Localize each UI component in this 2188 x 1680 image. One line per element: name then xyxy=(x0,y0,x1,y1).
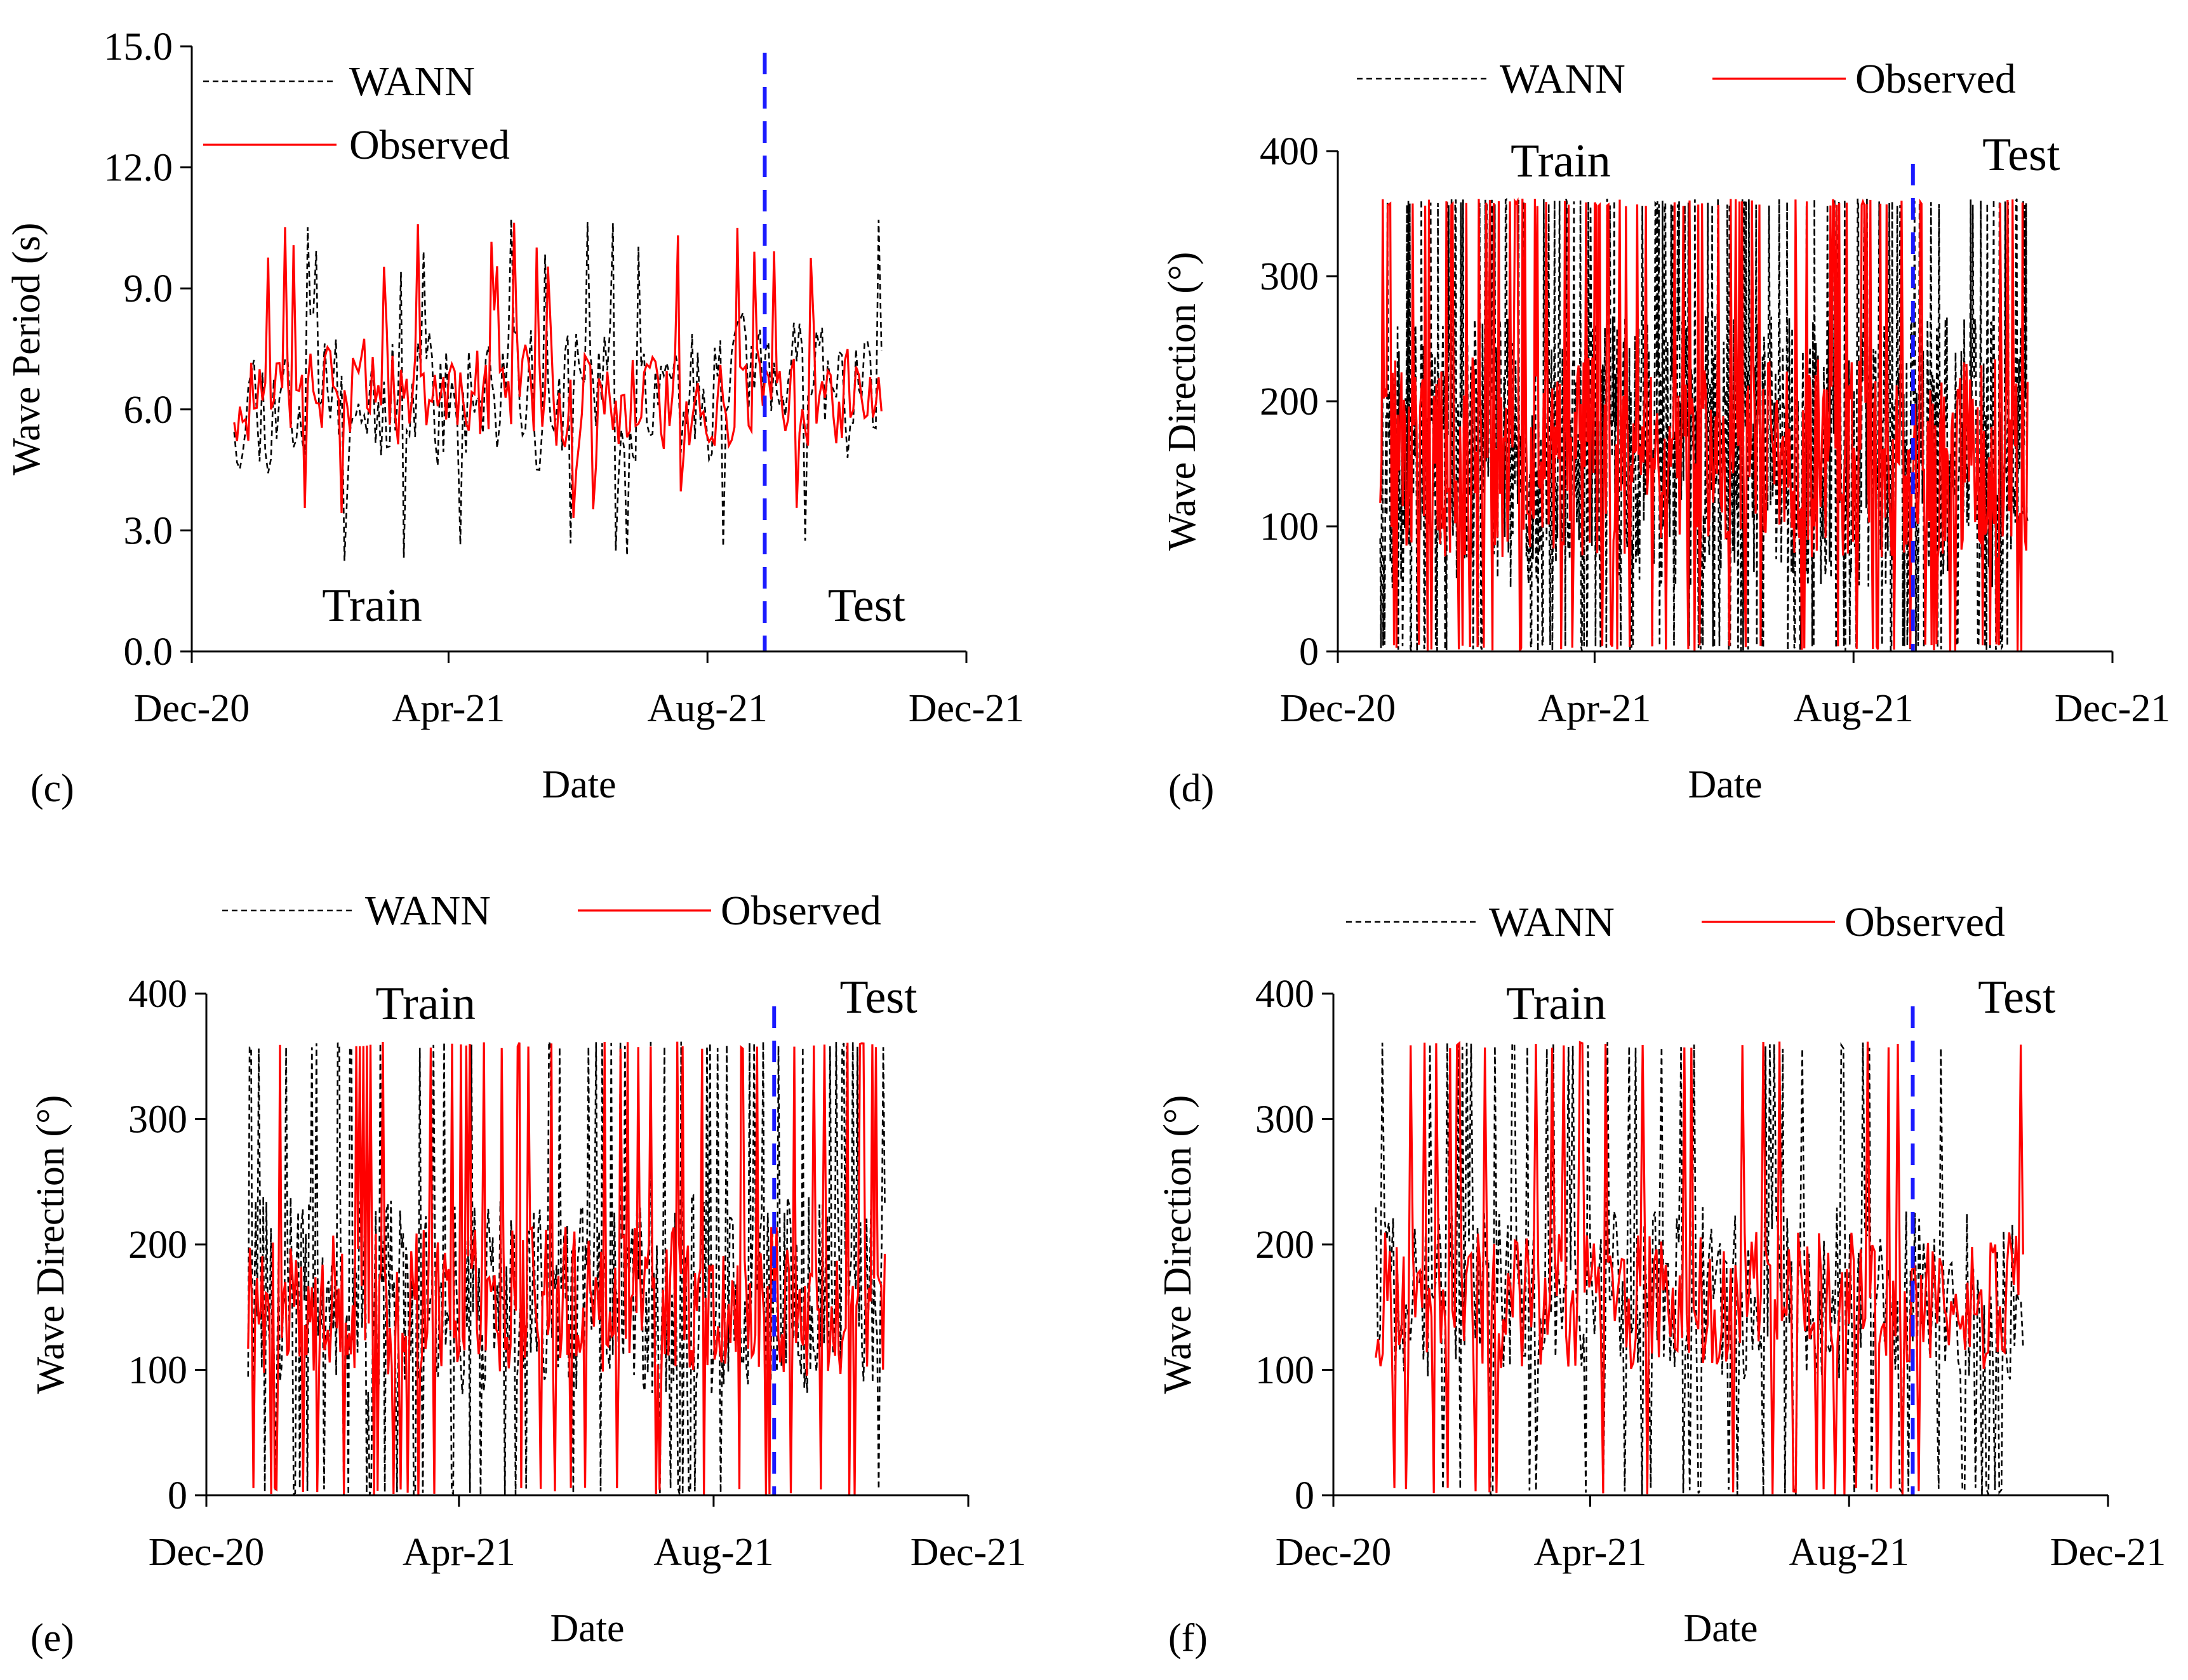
x-tick-label: Dec-21 xyxy=(2055,687,2170,730)
observed-series-line xyxy=(1379,197,2029,652)
x-tick-label: Dec-21 xyxy=(2050,1531,2166,1574)
y-tick-label: 0.0 xyxy=(124,630,173,674)
panel-e: 0 100 200 300 400 Dec-20 Apr-21 Aug-21 Dec-21 Dat… xyxy=(29,888,1026,1660)
x-tick-label: Aug-21 xyxy=(653,1531,773,1574)
y-tick-label: 300 xyxy=(1260,255,1319,298)
y-tick-label: 100 xyxy=(1260,505,1319,549)
y-tick-label: 200 xyxy=(128,1223,187,1267)
panel-c: 0.0 3.0 6.0 9.0 12.0 15.0 Dec-20 Apr-21 Aug-21 De… xyxy=(5,25,1024,810)
y-tick-label: 9.0 xyxy=(124,267,173,310)
y-axis-title: Wave Period (s) xyxy=(5,223,48,476)
y-tick-label: 300 xyxy=(1255,1098,1314,1142)
legend-observed-label: Observed xyxy=(721,888,881,934)
x-axis-title: Date xyxy=(550,1607,624,1650)
y-tick-label: 0 xyxy=(168,1474,187,1517)
train-region-label: Train xyxy=(322,580,422,632)
panel-label: (d) xyxy=(1168,767,1214,810)
y-axis-title: Wave Direction (°) xyxy=(1156,1095,1199,1394)
legend-wann-label: WANN xyxy=(1489,899,1615,945)
panel-label: (e) xyxy=(30,1617,74,1660)
legend-observed-label: Observed xyxy=(1844,899,2005,945)
x-tick-label: Aug-21 xyxy=(1794,687,1914,730)
x-tick-label: Apr-21 xyxy=(403,1531,516,1574)
train-region-label: Train xyxy=(375,978,476,1030)
observed-series-line xyxy=(1375,1041,2024,1495)
y-tick-label: 100 xyxy=(1255,1349,1314,1392)
y-tick-label: 0 xyxy=(1299,630,1319,674)
x-axis-title: Date xyxy=(1688,763,1762,806)
test-region-label: Test xyxy=(828,580,906,632)
legend: WANN Observed xyxy=(1346,899,2005,945)
x-tick-label: Apr-21 xyxy=(392,687,505,730)
x-tick-label: Aug-21 xyxy=(1789,1531,1909,1574)
panel-label: (c) xyxy=(30,767,74,810)
legend-wann-label: WANN xyxy=(349,58,475,105)
y-tick-label: 0 xyxy=(1295,1474,1314,1517)
wann-series-line xyxy=(233,218,883,561)
panel-label: (f) xyxy=(1168,1617,1208,1660)
x-tick-label: Dec-20 xyxy=(134,687,250,730)
legend-observed-label: Observed xyxy=(349,122,510,168)
y-tick-label: 3.0 xyxy=(124,509,173,552)
y-tick-label: 6.0 xyxy=(124,389,173,432)
test-region-label: Test xyxy=(1978,971,2056,1023)
y-tick-label: 300 xyxy=(128,1098,187,1142)
x-tick-label: Dec-20 xyxy=(149,1531,264,1574)
y-tick-label: 400 xyxy=(128,973,187,1016)
y-tick-label: 400 xyxy=(1260,130,1319,173)
y-axis-title: Wave Direction (°) xyxy=(1161,252,1204,551)
panel-d: 0 100 200 300 400 Dec-20 Apr-21 Aug-21 Dec-21 Dat… xyxy=(1161,56,2170,810)
legend-observed-label: Observed xyxy=(1855,56,2016,102)
legend-wann-label: WANN xyxy=(365,888,491,934)
x-tick-label: Dec-20 xyxy=(1280,687,1396,730)
x-tick-label: Apr-21 xyxy=(1534,1531,1647,1574)
y-tick-label: 15.0 xyxy=(104,25,173,69)
test-region-label: Test xyxy=(840,971,918,1023)
panel-f: 0 100 200 300 400 Dec-20 Apr-21 Aug-21 Dec-21 Dat… xyxy=(1156,899,2166,1660)
y-axis-title: Wave Direction (°) xyxy=(29,1095,72,1394)
y-tick-label: 100 xyxy=(128,1349,187,1392)
y-tick-label: 400 xyxy=(1255,973,1314,1016)
legend: WANN Observed xyxy=(203,58,510,168)
x-tick-label: Apr-21 xyxy=(1538,687,1651,730)
legend-wann-label: WANN xyxy=(1500,56,1625,102)
x-axis-title: Date xyxy=(542,763,616,806)
wann-series-line xyxy=(1379,197,2029,651)
observed-series-line xyxy=(247,1041,886,1495)
x-tick-label: Dec-21 xyxy=(911,1531,1026,1574)
x-tick-label: Dec-21 xyxy=(909,687,1024,730)
x-axis-title: Date xyxy=(1683,1607,1758,1650)
train-region-label: Train xyxy=(1506,978,1606,1030)
x-tick-label: Dec-20 xyxy=(1276,1531,1391,1574)
x-tick-label: Aug-21 xyxy=(648,687,768,730)
observed-series-line xyxy=(233,222,883,518)
train-region-label: Train xyxy=(1511,135,1611,187)
legend: WANN Observed xyxy=(222,888,881,934)
y-tick-label: 200 xyxy=(1255,1223,1314,1267)
legend: WANN Observed xyxy=(1357,56,2016,102)
y-tick-label: 12.0 xyxy=(104,147,173,190)
y-tick-label: 200 xyxy=(1260,380,1319,423)
test-region-label: Test xyxy=(1982,129,2060,181)
